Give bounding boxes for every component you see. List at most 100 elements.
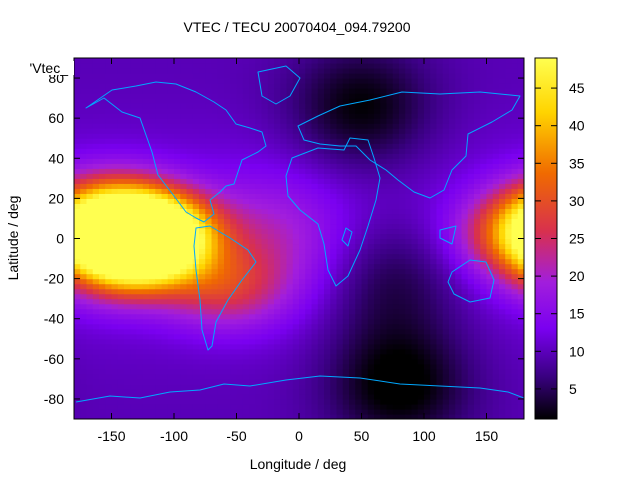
heatmap-cell — [299, 323, 306, 330]
heatmap-cell — [80, 323, 88, 330]
heatmap-cell — [192, 248, 200, 255]
heatmap-cell — [380, 68, 388, 74]
heatmap-cell — [130, 303, 138, 310]
heatmap-cell — [455, 58, 463, 64]
heatmap-cell — [467, 118, 475, 124]
heatmap-cell — [342, 358, 350, 365]
heatmap-cell — [349, 268, 356, 275]
heatmap-cell — [449, 68, 456, 74]
heatmap-cell — [349, 243, 356, 250]
heatmap-cell — [105, 258, 113, 265]
heatmap-cell — [124, 258, 131, 265]
heatmap-cell — [105, 103, 113, 109]
heatmap-cell — [105, 83, 113, 89]
heatmap-cell — [461, 113, 469, 119]
heatmap-cell — [361, 293, 369, 300]
heatmap-cell — [149, 133, 156, 139]
heatmap-cell — [192, 368, 200, 375]
heatmap-cell — [436, 258, 444, 265]
heatmap-cell — [130, 168, 138, 174]
heatmap-cell — [367, 128, 375, 134]
heatmap-cell — [155, 243, 163, 250]
heatmap-cell — [267, 398, 275, 405]
heatmap-cell — [355, 133, 363, 139]
heatmap-cell — [436, 113, 444, 119]
heatmap-cell — [74, 143, 81, 149]
heatmap-cell — [74, 373, 81, 380]
heatmap-cell — [199, 348, 206, 355]
heatmap-cell — [499, 303, 506, 310]
heatmap-cell — [186, 63, 194, 69]
heatmap-cell — [267, 113, 275, 119]
heatmap-cell — [99, 223, 106, 230]
heatmap-cell — [430, 343, 438, 350]
heatmap-cell — [292, 308, 300, 315]
heatmap-cell — [336, 328, 344, 335]
heatmap-cell — [299, 83, 306, 89]
heatmap-cell — [149, 393, 156, 400]
heatmap-cell — [386, 193, 394, 199]
heatmap-cell — [486, 358, 494, 365]
heatmap-cell — [286, 413, 294, 419]
heatmap-cell — [436, 193, 444, 199]
heatmap-cell — [411, 173, 419, 179]
heatmap-cell — [242, 193, 250, 199]
heatmap-cell — [130, 208, 138, 215]
heatmap-cell — [142, 218, 150, 225]
heatmap-cell — [499, 183, 506, 189]
heatmap-cell — [442, 213, 450, 220]
heatmap-cell — [311, 58, 319, 64]
heatmap-cell — [99, 98, 106, 104]
heatmap-cell — [480, 218, 488, 225]
heatmap-cell — [361, 133, 369, 139]
heatmap-cell — [249, 258, 256, 265]
heatmap-cell — [486, 278, 494, 285]
heatmap-cell — [455, 173, 463, 179]
heatmap-cell — [411, 308, 419, 315]
heatmap-cell — [99, 358, 106, 365]
heatmap-cell — [486, 63, 494, 69]
heatmap-cell — [217, 133, 225, 139]
heatmap-cell — [130, 343, 138, 350]
heatmap-cell — [286, 343, 294, 350]
heatmap-cell — [411, 238, 419, 245]
heatmap-cell — [417, 253, 425, 260]
heatmap-cell — [380, 183, 388, 189]
heatmap-cell — [274, 108, 281, 114]
heatmap-cell — [99, 78, 106, 84]
heatmap-cell — [124, 268, 131, 275]
heatmap-cell — [311, 413, 319, 419]
heatmap-cell — [324, 133, 331, 139]
heatmap-cell — [155, 373, 163, 380]
heatmap-cell — [174, 348, 181, 355]
heatmap-cell — [192, 333, 200, 340]
heatmap-cell — [205, 113, 213, 119]
heatmap-cell — [236, 158, 244, 164]
heatmap-cell — [299, 98, 306, 104]
heatmap-cell — [274, 203, 281, 210]
heatmap-cell — [305, 338, 313, 345]
heatmap-cell — [117, 158, 125, 164]
heatmap-cell — [80, 233, 88, 240]
heatmap-cell — [399, 208, 406, 215]
heatmap-cell — [349, 133, 356, 139]
heatmap-cell — [186, 243, 194, 250]
heatmap-cell — [374, 368, 381, 375]
heatmap-cell — [499, 153, 506, 159]
heatmap-cell — [99, 348, 106, 355]
heatmap-cell — [124, 243, 131, 250]
heatmap-cell — [149, 123, 156, 129]
heatmap-cell — [261, 198, 269, 204]
heatmap-cell — [86, 148, 94, 154]
heatmap-cell — [236, 233, 244, 240]
heatmap-cell — [155, 203, 163, 210]
heatmap-cell — [236, 133, 244, 139]
heatmap-cell — [292, 388, 300, 395]
heatmap-cell — [430, 108, 438, 114]
heatmap-cell — [186, 378, 194, 385]
heatmap-cell — [361, 208, 369, 215]
heatmap-cell — [324, 183, 331, 189]
heatmap-cell — [311, 138, 319, 144]
heatmap-cell — [161, 173, 169, 179]
heatmap-cell — [80, 58, 88, 64]
